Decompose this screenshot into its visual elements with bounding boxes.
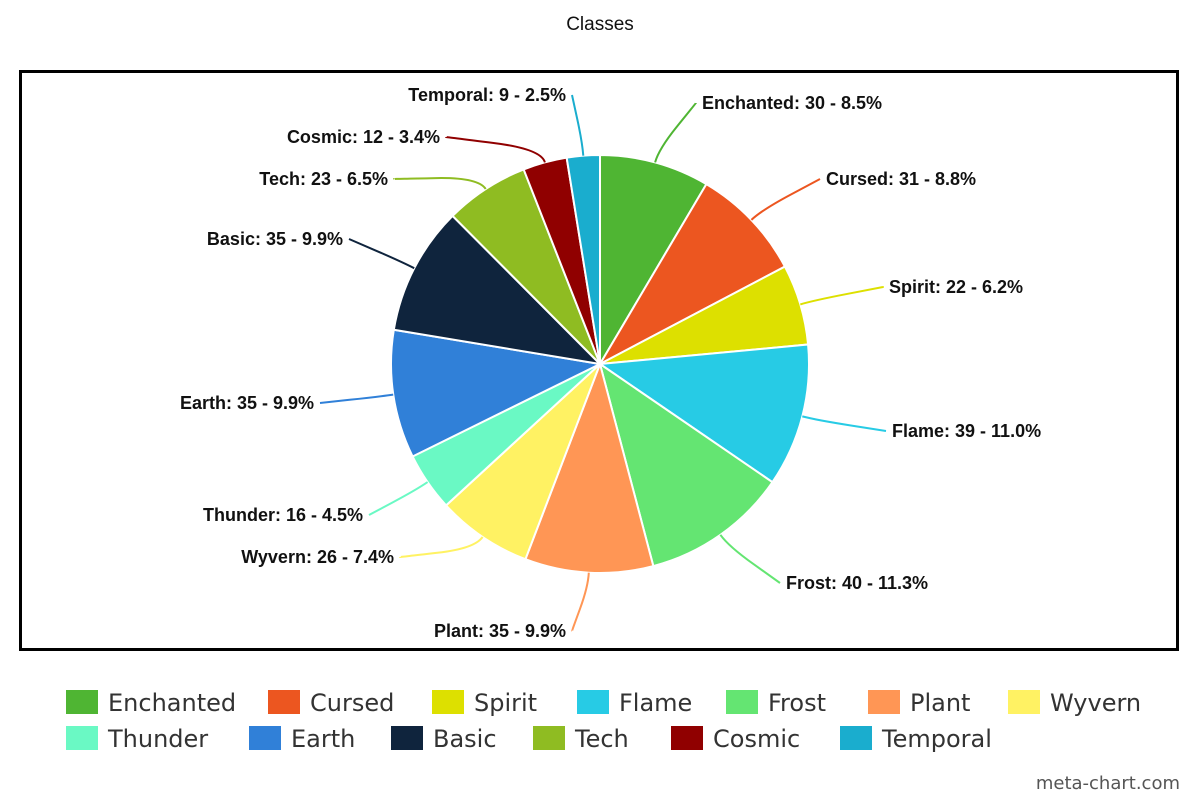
connector-line-plant (570, 572, 590, 632)
legend-swatch (533, 726, 565, 750)
legend-label: Basic (433, 725, 497, 753)
data-label-plant: Plant: 35 - 9.9% (434, 621, 566, 641)
connector-line-frost (719, 534, 781, 584)
data-label-temporal: Temporal: 9 - 2.5% (408, 85, 566, 105)
legend-label: Tech (575, 725, 629, 753)
pie-slice-basic[interactable] (392, 214, 603, 366)
data-label-wyvern: Wyvern: 26 - 7.4% (241, 547, 394, 567)
legend-swatch (868, 690, 900, 714)
data-label-flame: Flame: 39 - 11.0% (892, 421, 1041, 441)
legend-swatch (726, 690, 758, 714)
legend-swatch (249, 726, 281, 750)
legend-label: Cosmic (713, 725, 801, 753)
data-label-earth: Earth: 35 - 9.9% (180, 393, 314, 413)
legend-label: Cursed (310, 689, 395, 717)
legend-label: Spirit (474, 689, 538, 717)
pie-slice-earth[interactable] (390, 328, 604, 458)
connector-line-wyvern (399, 536, 484, 559)
connector-line-earth (319, 393, 394, 404)
connector-line-basic (348, 238, 415, 270)
plot-area: Enchanted: 30 - 8.5% Cursed: 31 - 8.8% Spi… (19, 70, 1179, 651)
data-label-thunder: Thunder: 16 - 4.5% (203, 505, 363, 525)
data-label-enchanted: Enchanted: 30 - 8.5% (702, 93, 882, 113)
pie-slice-plant[interactable] (524, 360, 655, 574)
watermark: meta-chart.com (1035, 773, 1180, 794)
connector-line-tech (392, 177, 487, 190)
legend-label: Temporal (882, 725, 992, 753)
legend-swatch (840, 726, 872, 750)
data-label-spirit: Spirit: 22 - 6.2% (889, 277, 1023, 297)
legend-swatch (66, 726, 98, 750)
data-label-frost: Frost: 40 - 11.3% (786, 573, 928, 593)
connector-line-spirit (800, 286, 885, 306)
pie-slice-wyvern[interactable] (444, 363, 601, 561)
legend-swatch (1008, 690, 1040, 714)
legend-label: Flame (619, 689, 693, 717)
legend-label: Enchanted (108, 689, 237, 717)
legend-label: Frost (768, 689, 826, 717)
legend-swatch (268, 690, 300, 714)
data-label-basic: Basic: 35 - 9.9% (207, 229, 343, 249)
legend-row: Thunder Earth Basic Tech Cosmic Temporal (0, 722, 1200, 756)
legend-swatch (391, 726, 423, 750)
chart-title: Classes (566, 14, 634, 35)
legend-swatch (66, 690, 98, 714)
legend-swatch (432, 690, 464, 714)
legend-label: Wyvern (1050, 689, 1142, 717)
connector-line-thunder (368, 481, 429, 516)
data-label-cosmic: Cosmic: 12 - 3.4% (287, 127, 440, 147)
pie-slice-cursed[interactable] (597, 182, 787, 367)
legend-label: Earth (291, 725, 356, 753)
data-label-tech: Tech: 23 - 6.5% (259, 169, 388, 189)
legend-label: Thunder (108, 725, 209, 753)
pie-chart: Enchanted: 30 - 8.5% Cursed: 31 - 8.8% Spi… (180, 85, 1041, 641)
legend-row: Enchanted Cursed Spirit Flame Frost Plant Wyve… (0, 686, 1200, 720)
pie-slice-frost[interactable] (598, 361, 774, 568)
connector-line-enchanted (654, 102, 697, 163)
legend-swatch (577, 690, 609, 714)
connector-line-temporal (571, 94, 585, 156)
legend-swatch (671, 726, 703, 750)
pie-slice-flame[interactable] (597, 343, 810, 484)
connector-line-cosmic (445, 136, 546, 163)
connector-line-cursed (750, 178, 821, 221)
connector-line-flame (802, 415, 887, 432)
data-label-cursed: Cursed: 31 - 8.8% (826, 169, 976, 189)
legend-label: Plant (910, 689, 971, 717)
